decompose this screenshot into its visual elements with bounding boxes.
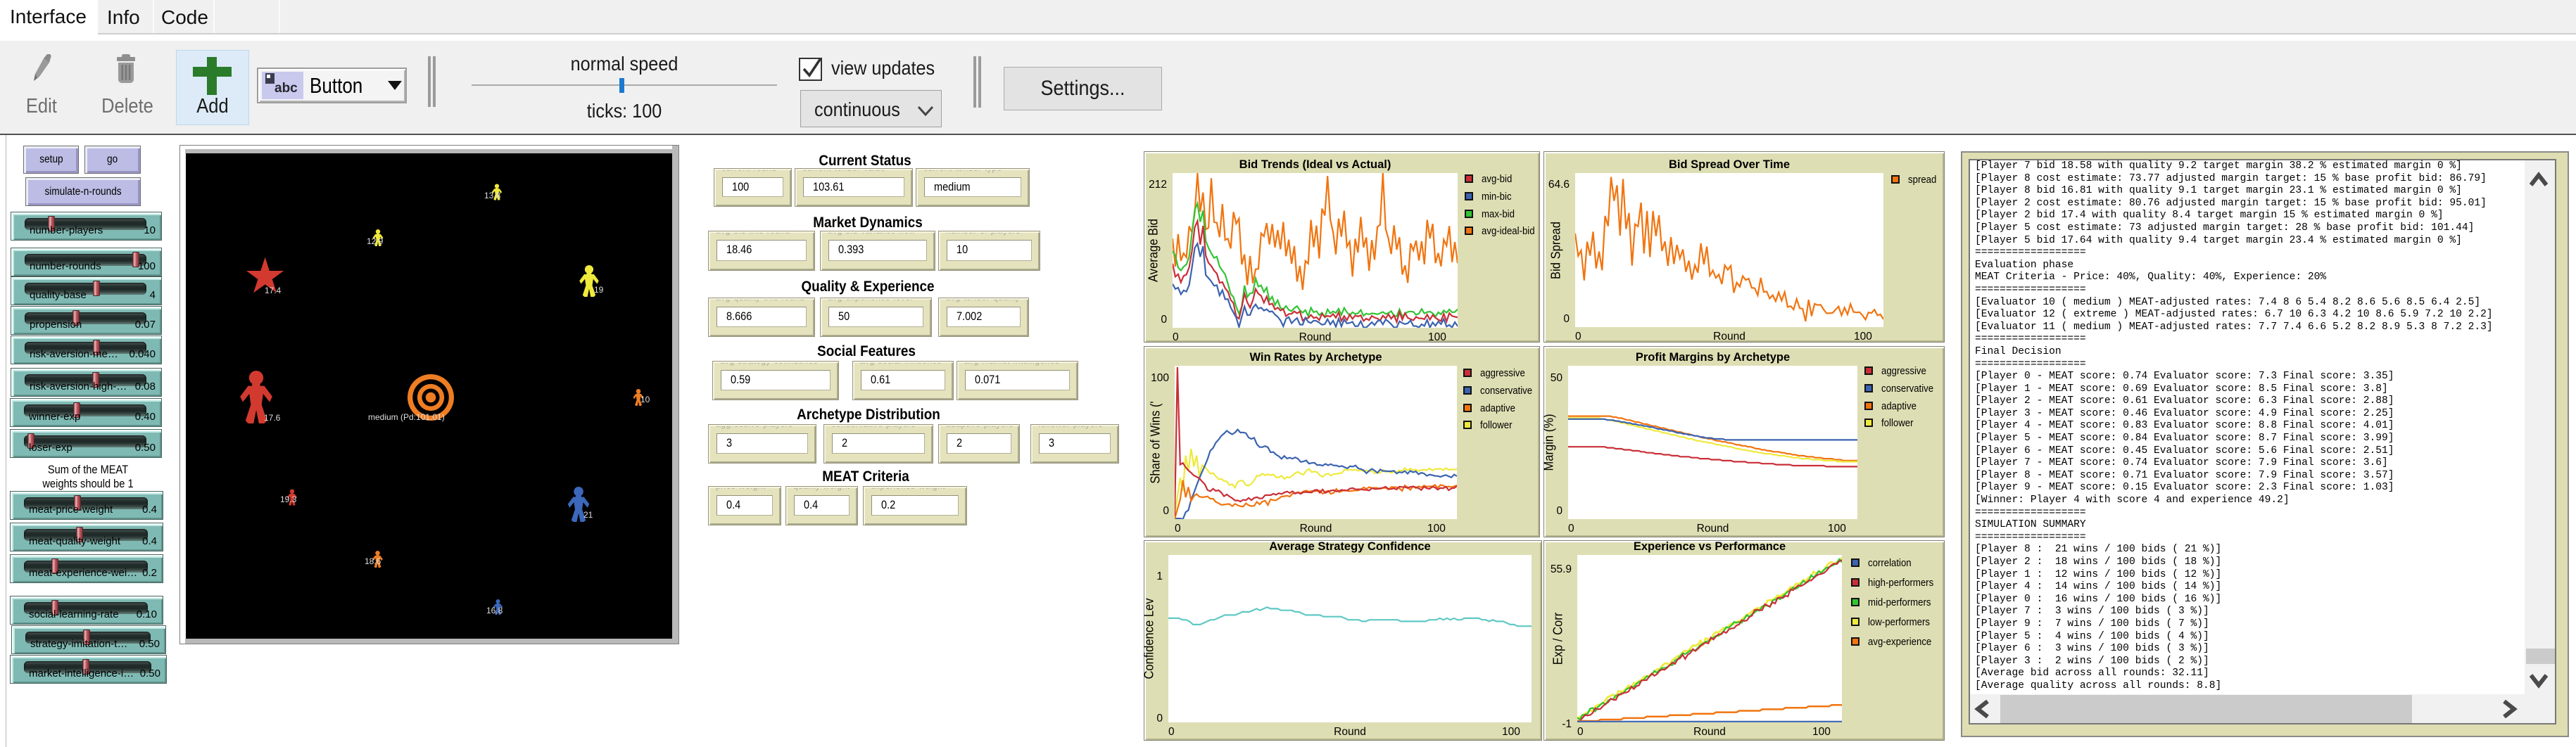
svg-text:medium (Pd:101.01): medium (Pd:101.01) xyxy=(368,412,445,422)
svg-text:12.9: 12.9 xyxy=(367,236,384,246)
svg-text:13.8: 13.8 xyxy=(484,191,501,200)
svg-text:19.3: 19.3 xyxy=(280,494,297,504)
svg-text:19: 19 xyxy=(594,285,604,295)
svg-text:21: 21 xyxy=(583,510,593,520)
svg-text:16.8: 16.8 xyxy=(486,606,503,615)
svg-text:17.4: 17.4 xyxy=(265,286,282,295)
svg-text:10: 10 xyxy=(640,395,650,404)
svg-text:18.6: 18.6 xyxy=(365,556,381,566)
svg-text:17.6: 17.6 xyxy=(264,413,281,423)
